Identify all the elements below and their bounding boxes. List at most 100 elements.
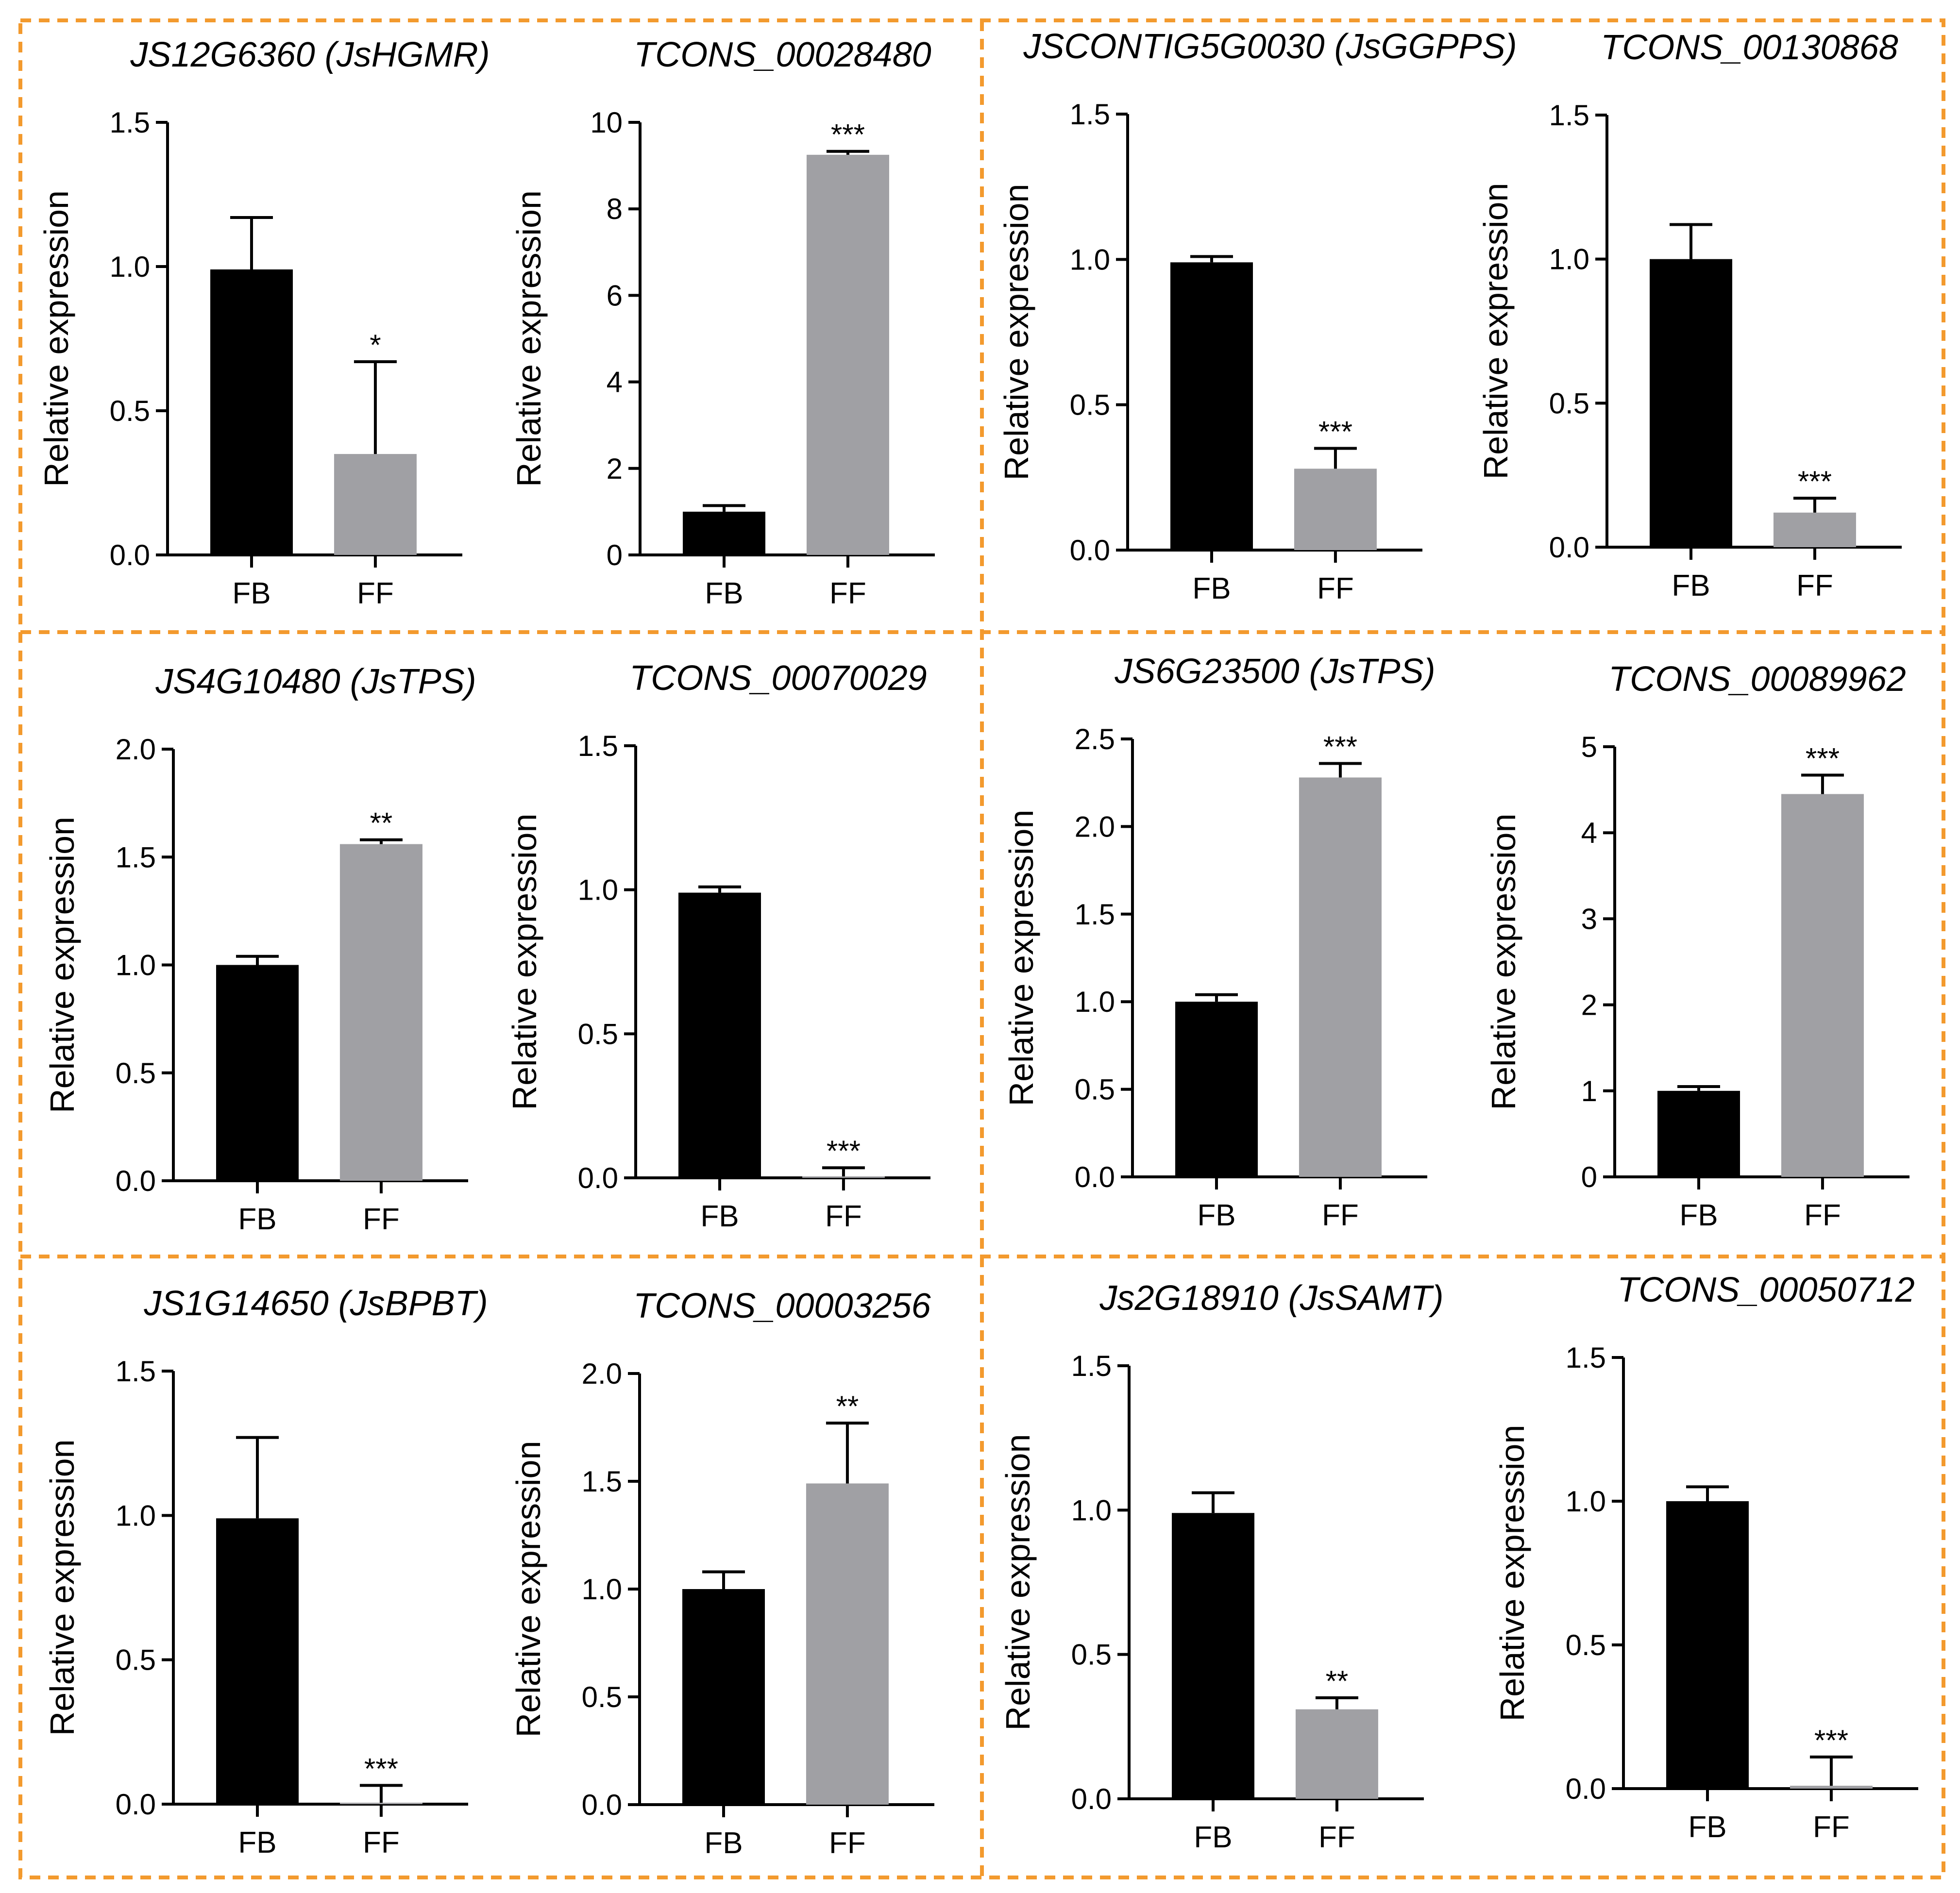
y-tick-label: 0.0 — [1549, 531, 1589, 564]
chart-panel-1: JS12G6360 (JsHGMR) Relative expression 0.0… — [37, 35, 490, 610]
category-label: FF — [1322, 1199, 1359, 1232]
bar-ff — [339, 844, 422, 1181]
y-tick-label: 10 — [590, 106, 623, 139]
bar-ff — [806, 1483, 889, 1805]
bar-ff — [802, 1176, 885, 1178]
significance-marker: *** — [364, 1752, 398, 1785]
category-label: FB — [1679, 1199, 1718, 1232]
y-tick-label: 1.5 — [1549, 99, 1589, 132]
significance-marker: *** — [1798, 465, 1832, 498]
y-tick-label: 1.5 — [110, 106, 150, 139]
bar-fb — [216, 1518, 299, 1804]
y-tick-label: 2.0 — [582, 1357, 622, 1390]
category-label: FF — [1804, 1199, 1841, 1232]
significance-marker: *** — [1323, 731, 1357, 763]
y-axis-label: Relative expression — [43, 1440, 81, 1736]
panel-separators — [18, 18, 1945, 1879]
y-tick-label: 0.0 — [582, 1789, 622, 1821]
category-label: FB — [232, 577, 270, 610]
y-tick-label: 0.5 — [1070, 389, 1110, 421]
chart-panel-8: TCONS_00089962 Relative expression 0 1 2 3 4 5 F… — [1485, 660, 1909, 1232]
chart-title: Js2G18910 (JsSAMT) — [1099, 1279, 1443, 1318]
bar-fb — [682, 1589, 765, 1805]
chart-panel-11: Js2G18910 (JsSAMT) Relative expression 0.0… — [999, 1279, 1444, 1854]
significance-marker: *** — [1318, 415, 1352, 448]
bar-fb — [210, 269, 293, 555]
bar-ff — [1295, 1709, 1378, 1799]
y-tick-label: 0.5 — [110, 395, 150, 427]
y-tick-label: 1.0 — [110, 251, 150, 283]
y-tick-label: 1.5 — [582, 1465, 622, 1498]
significance-marker: *** — [827, 1135, 861, 1167]
y-tick-label: 2 — [1581, 989, 1597, 1022]
y-tick-label: 0.0 — [578, 1162, 618, 1194]
y-tick-label: 1 — [1581, 1075, 1597, 1107]
y-tick-label: 1.0 — [1071, 1494, 1112, 1526]
y-tick-label: 0.0 — [1075, 1161, 1115, 1193]
chart-panel-3: JSCONTIG5G0030 (JsGGPPS) Relative express… — [997, 27, 1517, 605]
y-axis-label: Relative expression — [1485, 814, 1522, 1110]
y-tick-label: 2.0 — [1075, 810, 1115, 843]
chart-title: JSCONTIG5G0030 (JsGGPPS) — [1023, 27, 1517, 66]
bar-ff — [1773, 512, 1856, 547]
category-label: FF — [363, 1826, 400, 1859]
chart-title: TCONS_00050712 — [1617, 1271, 1914, 1309]
chart-title: TCONS_00003256 — [633, 1287, 931, 1325]
y-tick-label: 1.5 — [1075, 898, 1115, 931]
category-label: FF — [1318, 1821, 1355, 1854]
y-axis-label: Relative expression — [1002, 810, 1040, 1106]
chart-title: JS1G14650 (JsBPBT) — [143, 1284, 488, 1323]
y-tick-label: 1.5 — [578, 730, 618, 762]
bar-fb — [1171, 1513, 1254, 1799]
y-tick-label: 5 — [1581, 731, 1597, 763]
chart-panel-2: TCONS_00028480 Relative expression 0 2 4 6 8 10… — [510, 35, 935, 610]
y-axis-label: Relative expression — [509, 1441, 547, 1738]
chart-panel-9: JS1G14650 (JsBPBT) Relative expression 0.0… — [43, 1284, 488, 1859]
y-tick-label: 0.0 — [1071, 1783, 1112, 1815]
y-tick-label: 0.0 — [110, 539, 150, 571]
chart-panel-4: TCONS_00130868 Relative expression 0.0 0.5 1… — [1477, 28, 1902, 603]
y-tick-label: 0.0 — [116, 1788, 156, 1821]
y-axis-label: Relative expression — [999, 1434, 1037, 1731]
bar-fb — [1175, 1002, 1258, 1177]
y-tick-label: 0.5 — [1566, 1629, 1606, 1661]
y-tick-label: 1.0 — [116, 1499, 156, 1532]
bar-ff — [334, 454, 417, 555]
category-label: FF — [363, 1203, 400, 1236]
y-tick-label: 1.0 — [582, 1573, 622, 1606]
y-tick-label: 1.5 — [1566, 1341, 1606, 1374]
bar-ff — [1294, 469, 1377, 550]
chart-panel-6: TCONS_00070029 Relative expression 0.0 0.5 1… — [506, 659, 930, 1233]
bar-ff — [1299, 777, 1382, 1177]
category-label: FB — [705, 577, 743, 610]
y-tick-label: 6 — [607, 279, 623, 312]
y-tick-label: 1.0 — [1549, 243, 1589, 276]
bar-ff — [1781, 794, 1864, 1177]
y-tick-label: 0.0 — [1566, 1773, 1606, 1805]
category-label: FB — [1194, 1821, 1232, 1854]
y-tick-label: 1.0 — [578, 874, 618, 906]
y-axis-label: Relative expression — [997, 184, 1035, 481]
category-label: FB — [700, 1200, 739, 1233]
y-axis-label: Relative expression — [37, 190, 75, 487]
significance-marker: ** — [836, 1390, 859, 1423]
category-label: FF — [825, 1200, 862, 1233]
chart-panel-10: TCONS_00003256 Relative expression 0.0 0.5 1… — [509, 1287, 934, 1860]
category-label: FF — [829, 1826, 866, 1860]
bar-ff — [806, 154, 889, 555]
chart-title: TCONS_00089962 — [1608, 660, 1906, 699]
y-tick-label: 0.5 — [1071, 1639, 1112, 1671]
chart-title: TCONS_00070029 — [629, 659, 927, 698]
chart-title: TCONS_00130868 — [1601, 28, 1898, 67]
y-tick-label: 1.5 — [1070, 98, 1110, 131]
category-label: FF — [1317, 572, 1354, 605]
y-axis-label: Relative expression — [506, 814, 543, 1110]
chart-panel-7: JS6G23500 (JsTPS) Relative expression 0.0 0… — [1002, 652, 1436, 1232]
y-tick-label: 2.5 — [1075, 723, 1115, 755]
category-label: FB — [238, 1203, 276, 1236]
y-tick-label: 0.5 — [578, 1018, 618, 1050]
y-tick-label: 2.0 — [116, 733, 156, 766]
y-tick-label: 1.0 — [1070, 243, 1110, 276]
y-tick-label: 8 — [607, 193, 623, 225]
y-tick-label: 1.5 — [116, 841, 156, 873]
